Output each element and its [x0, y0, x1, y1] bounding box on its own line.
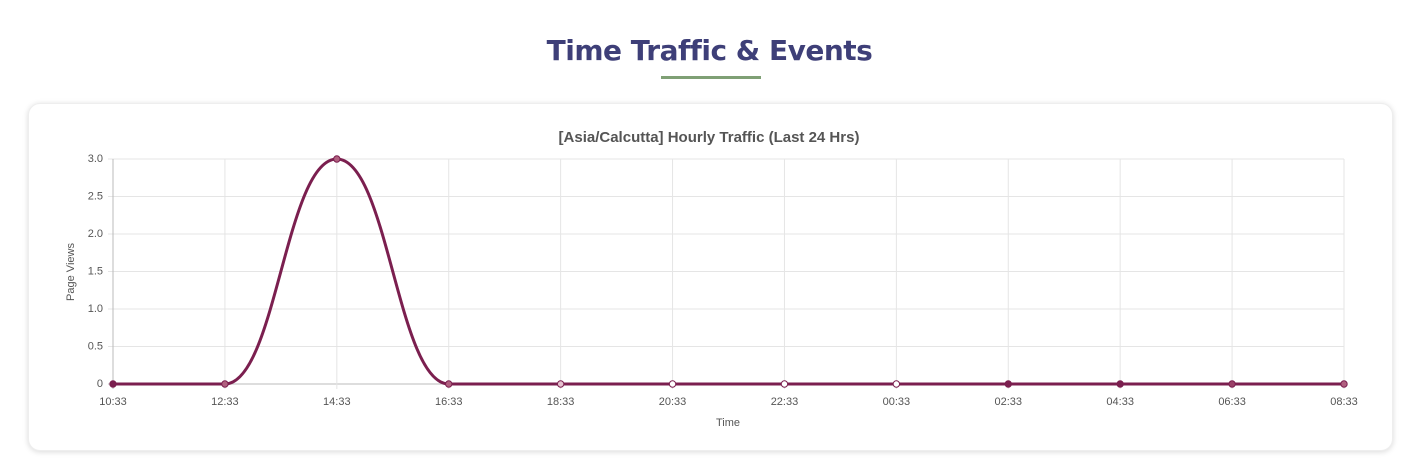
y-axis-label: Page Views [65, 243, 77, 301]
y-tick-label: 2.0 [88, 228, 103, 240]
x-tick-label: 20:33 [659, 396, 687, 408]
data-point [892, 380, 901, 388]
data-point [221, 380, 229, 388]
data-point [109, 380, 117, 388]
x-axis-label: Time [716, 417, 740, 429]
title-underline [661, 76, 761, 79]
y-tick-label: 3.0 [88, 153, 103, 165]
data-point [556, 380, 565, 388]
chart-card [28, 103, 1393, 451]
data-point [333, 155, 341, 163]
x-tick-label: 16:33 [435, 396, 463, 408]
y-tick-label: 1.0 [88, 303, 103, 315]
x-tick-label: 14:33 [323, 396, 351, 408]
y-tick-label: 0 [97, 378, 103, 390]
x-tick-label: 12:33 [211, 396, 239, 408]
page-title: Time Traffic & Events [546, 34, 873, 67]
x-tick-label: 00:33 [883, 396, 911, 408]
chart-title: [Asia/Calcutta] Hourly Traffic (Last 24 … [559, 129, 860, 146]
x-tick-label: 22:33 [771, 396, 799, 408]
y-tick-label: 1.5 [88, 265, 103, 277]
y-tick-label: 0.5 [88, 340, 103, 352]
data-point [1228, 380, 1236, 388]
data-point [668, 380, 677, 388]
data-point [445, 380, 453, 388]
x-tick-label: 10:33 [99, 396, 127, 408]
x-tick-label: 04:33 [1106, 396, 1134, 408]
x-tick-label: 06:33 [1218, 396, 1246, 408]
x-tick-label: 18:33 [547, 396, 575, 408]
data-point [1116, 380, 1124, 388]
data-point [1004, 380, 1012, 388]
y-tick-label: 2.5 [88, 190, 103, 202]
data-point [780, 380, 789, 388]
data-point [1340, 380, 1348, 388]
x-tick-label: 08:33 [1330, 396, 1358, 408]
x-tick-label: 02:33 [995, 396, 1023, 408]
